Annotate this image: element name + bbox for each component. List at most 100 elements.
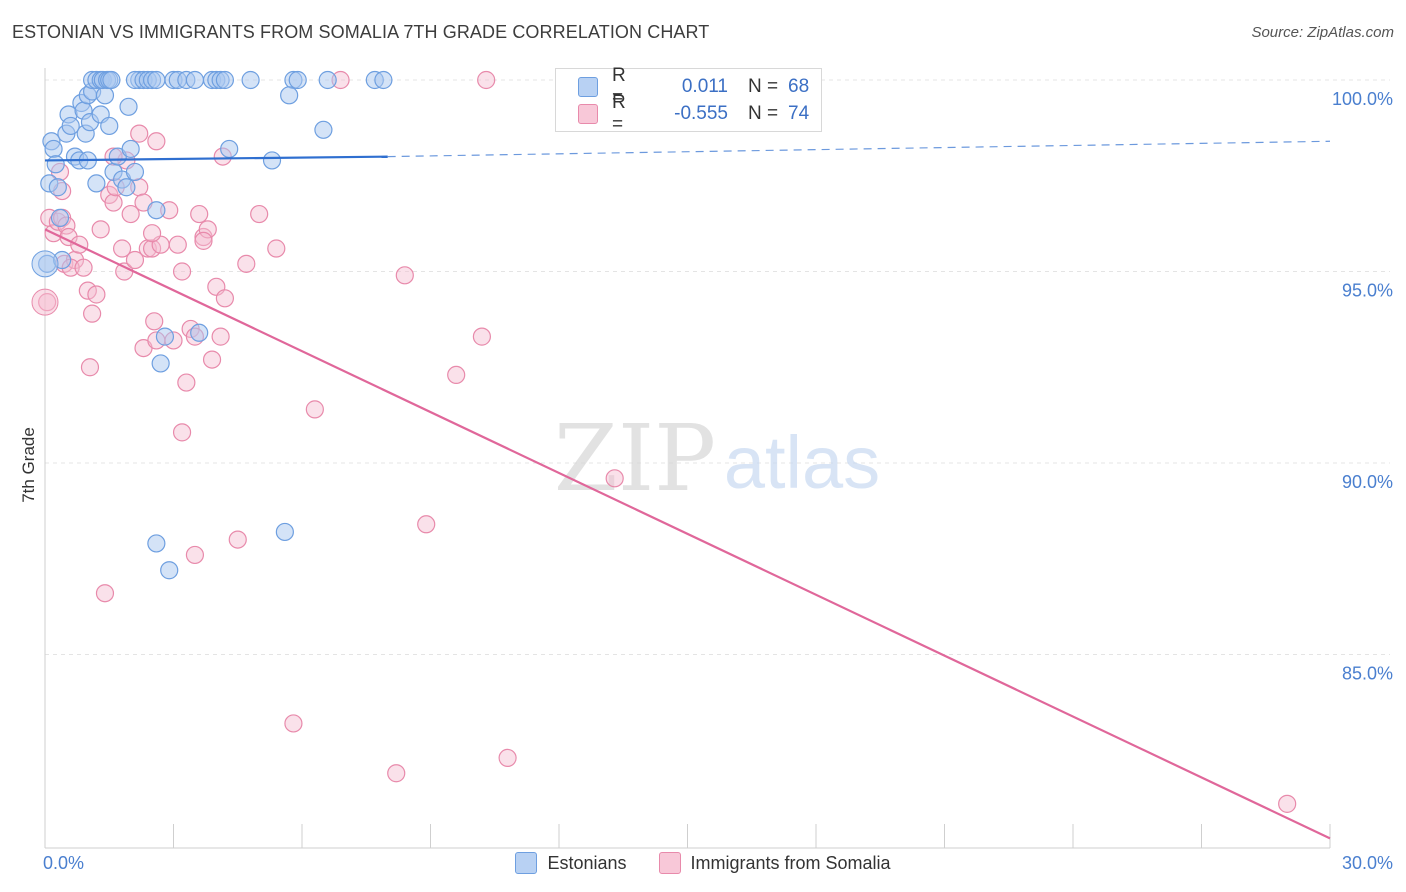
legend-swatch-pink [578, 104, 598, 124]
somalia-point [142, 224, 162, 243]
legend-r-value: -0.555 [674, 103, 728, 124]
estonian-point [151, 354, 170, 373]
somalia-point [121, 204, 140, 224]
somalia-point [83, 304, 102, 323]
somalia-point [605, 469, 624, 488]
somalia-point [194, 231, 213, 250]
estonian-point [185, 70, 205, 90]
estonian-point [100, 116, 119, 136]
legend-row-somalia: R = -0.555 N = 74 [578, 92, 810, 135]
estonian-point [241, 70, 260, 90]
legend-n-value: 74 [788, 103, 810, 124]
estonian-point [288, 70, 307, 90]
legend-item-estonians[interactable]: Estonians [515, 852, 627, 874]
watermark-zip: ZIP [554, 405, 716, 512]
somalia-point [125, 250, 145, 270]
estonian-point [61, 116, 80, 136]
chart-title: ESTONIAN VS IMMIGRANTS FROM SOMALIA 7TH … [12, 22, 710, 42]
somalia-point [185, 545, 205, 565]
estonian-point [31, 250, 59, 278]
estonian-point [147, 201, 166, 220]
somalia-point [284, 714, 303, 733]
estonian-trend-extension [387, 140, 1331, 158]
legend-label-estonians: Estonians [547, 852, 627, 873]
somalia-point [145, 312, 164, 331]
somalia-point [198, 220, 217, 239]
somalia-point [168, 235, 187, 254]
estonian-point [275, 522, 294, 542]
x-tick-label: 30.0% [1342, 853, 1393, 873]
legend-r-value: 0.011 [681, 76, 728, 97]
trend-lines [44, 140, 1331, 840]
somalia-point [147, 132, 166, 151]
estonian-trend-line [44, 155, 388, 162]
y-tick-label: 85.0% [1342, 664, 1393, 684]
somalia-point [172, 262, 192, 281]
axes [44, 68, 1331, 849]
legend-row-estonians: R = 0.011 N = 68 [578, 65, 810, 108]
legend-swatch-blue [578, 77, 598, 97]
somalia-point [95, 584, 115, 603]
source-label: Source: ZipAtlas.com [1251, 24, 1394, 41]
estonian-point [190, 323, 209, 342]
estonian-point [121, 139, 140, 159]
legend-n-value: 68 [788, 76, 810, 97]
somalia-point [395, 266, 414, 285]
somalia-point [211, 327, 230, 346]
somalia-point [250, 204, 269, 224]
estonian-point [147, 534, 166, 553]
somalia-point [447, 365, 466, 385]
estonian-point [147, 70, 166, 90]
legend-item-somalia[interactable]: Immigrants from Somalia [658, 852, 891, 874]
estonian-point [215, 70, 234, 90]
somalia-point [104, 193, 123, 212]
estonian-point [44, 139, 63, 159]
somalia-point [215, 289, 234, 308]
estonian-point [87, 174, 106, 193]
somalia-point [387, 764, 406, 783]
legend-swatch-blue [515, 852, 538, 874]
legend-label-somalia: Immigrants from Somalia [690, 852, 891, 873]
estonian-point [50, 208, 70, 227]
somalia-point [305, 400, 324, 419]
estonian-point [46, 155, 65, 174]
estonian-point [220, 139, 239, 159]
y-tick-label: 95.0% [1342, 281, 1393, 301]
estonian-point [102, 70, 121, 90]
somalia-point [472, 327, 491, 346]
somalia-point [87, 285, 106, 304]
somalia-point [177, 373, 196, 392]
estonian-point [117, 178, 136, 197]
estonian-point [160, 561, 179, 580]
legend-r-label: R = [612, 92, 626, 135]
estonian-point [262, 151, 282, 170]
somalia-point [78, 281, 97, 300]
somalia-point [1278, 794, 1297, 813]
y-tick-label: 100.0% [1332, 89, 1393, 109]
somalia-point [31, 288, 59, 316]
somalia-point [80, 358, 100, 377]
somalia-point [142, 239, 162, 258]
somalia-point [112, 239, 132, 258]
somalia-point [228, 530, 247, 549]
somalia-point [237, 254, 256, 273]
series-legend: Estonians Immigrants from Somalia [0, 852, 1406, 874]
somalia-point [130, 124, 149, 143]
estonian-point [314, 120, 333, 139]
legend-swatch-pink [658, 852, 681, 874]
estonian-point [318, 70, 337, 90]
somalia-point [190, 204, 209, 224]
x-tick-label: 0.0% [43, 853, 84, 873]
estonian-point [119, 97, 138, 116]
gridlines [45, 79, 1390, 655]
somalia-point [74, 258, 93, 277]
somalia-trend-line [44, 228, 1331, 840]
somalia-point [477, 70, 496, 90]
somalia-point [91, 220, 110, 239]
correlation-legend: R = 0.011 N = 68 R = -0.555 N = 74 [555, 65, 822, 135]
estonian-point [374, 70, 393, 90]
estonian-point [155, 327, 175, 346]
estonian-point [95, 86, 115, 105]
estonian-point [125, 162, 145, 182]
